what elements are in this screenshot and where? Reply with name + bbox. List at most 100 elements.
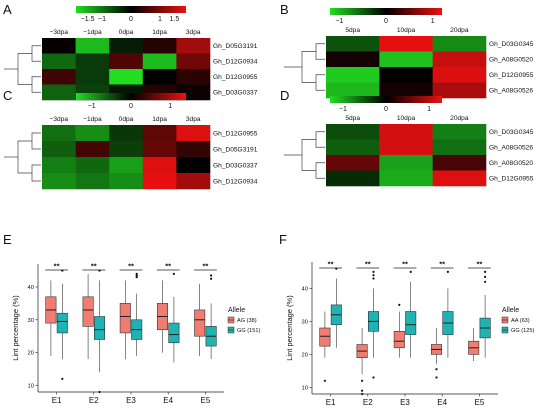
box-body [194,309,206,337]
significance-label: ** [476,260,482,269]
heatmap-cell [75,141,110,158]
box-body [94,316,106,340]
row-label: Gh_D05G3191 [213,146,258,153]
box-body [82,296,94,327]
outlier-point [172,272,176,275]
heatmap-cell [109,69,144,85]
row-label: Gh_D03G0345 [489,41,534,48]
row-label: Gh_D12G0934 [213,178,258,185]
significance-label: ** [365,260,371,269]
box-e3-b [131,272,143,356]
heatmap-cell [326,155,380,171]
outlier-point [484,280,487,283]
box-e4-a [156,280,168,353]
legend: Allele AG (38) GG (151) [227,307,260,334]
heatmap-panel-c: C −1 0 1 −3dpa −1dpa 0dpa 1dpa 3dpa Gh_D12G0955 Gh… [3,88,258,190]
heatmap-cell [326,170,380,187]
box-e4-b [442,270,454,358]
outlier-point [135,274,138,277]
heatmap-cell [176,53,211,70]
legend-label: AG (38) [237,318,257,324]
column-label: 5dpa [345,115,360,122]
box-e1-b [56,269,68,380]
heatmap-cell [75,53,110,70]
dendrogram-branch [31,76,41,93]
colorbar-tick: 1.5 [170,16,180,23]
colorbar [330,8,442,15]
outlier-point [372,376,375,379]
column-label: 1dpa [152,29,167,36]
heatmap-cell [142,141,177,158]
significance-label: ** [328,260,334,269]
significance-label: ** [439,260,445,269]
outlier-point [446,270,450,273]
heatmap-cell [142,173,177,190]
outlier-point [435,368,438,371]
x-tick-label: E4 [163,396,173,405]
outlier-point [372,277,375,280]
y-tick-label: 20 [28,351,34,357]
heatmap-cell [176,173,211,190]
heatmap-cell [142,38,177,54]
heatmap-cell [176,69,211,85]
heatmap-cell [109,53,144,70]
heatmap-cell [109,38,144,54]
x-tick-label: E1 [326,398,336,407]
heatmap-cell [75,69,110,85]
box-e4-a [430,328,442,379]
dendrogram-branch [31,132,41,150]
outlier-point [372,274,375,277]
y-tick-label: 10 [28,383,34,389]
row-label: Gh_A08G0526 [489,88,533,95]
box-e3-a [393,303,405,358]
outlier-point [210,274,213,277]
colorbar-tick: 0 [384,18,388,25]
heatmap-cell [432,124,487,140]
box-body [393,330,405,349]
heatmap-cell [432,51,487,68]
y-tick-label: 30 [302,319,308,325]
heatmap-cell [176,141,211,158]
heatmap-cell [142,125,177,142]
heatmap-cell [42,157,76,174]
colorbar [76,6,186,13]
box-e5-a [468,328,480,361]
outlier-point [409,270,412,273]
column-label: 0dpa [119,29,134,36]
dendrogram-branch [315,131,325,148]
row-label: Gh_A08G0520 [489,57,533,64]
x-tick-label: E1 [52,396,62,405]
colorbar-tick: 0 [384,106,388,113]
dendrogram-branch [301,139,316,171]
colorbar-tick: −1.5 [81,16,95,23]
dendrogram-branch [17,140,32,174]
colorbar-tick: 1 [158,16,162,23]
heatmap-cell [432,139,487,156]
heatmap-cell [75,157,110,174]
x-tick-label: E4 [437,398,447,407]
box-e1-a [319,311,331,382]
boxplot-panel-f: F 10 20 30 40 Lint percentage (%) E1 ** E2 ** E3 **… [279,232,534,407]
outlier-point [372,270,375,273]
row-label: Gh_D12G0955 [489,72,534,79]
row-label: Gh_D12G0934 [213,59,258,66]
box-e3-a [119,280,131,360]
outlier-point [210,277,213,280]
significance-label: ** [402,260,408,269]
heatmap-cell [326,82,380,99]
outlier-point [61,269,64,272]
heatmap-cell [379,155,433,171]
box-body [56,312,68,334]
y-tick-label: 30 [28,318,34,324]
panel-label: D [280,88,289,103]
panel-label: E [3,232,12,247]
outlier-point [323,379,326,382]
heatmap-cell [42,69,76,85]
outlier-point [360,389,364,392]
colorbar-tick: −1 [88,103,96,110]
heatmap-cell [142,69,177,85]
colorbar-tick: 1 [168,103,172,110]
heatmap-cell [42,38,76,54]
column-label: 10dpa [397,27,416,34]
box-e1-a [45,280,57,356]
